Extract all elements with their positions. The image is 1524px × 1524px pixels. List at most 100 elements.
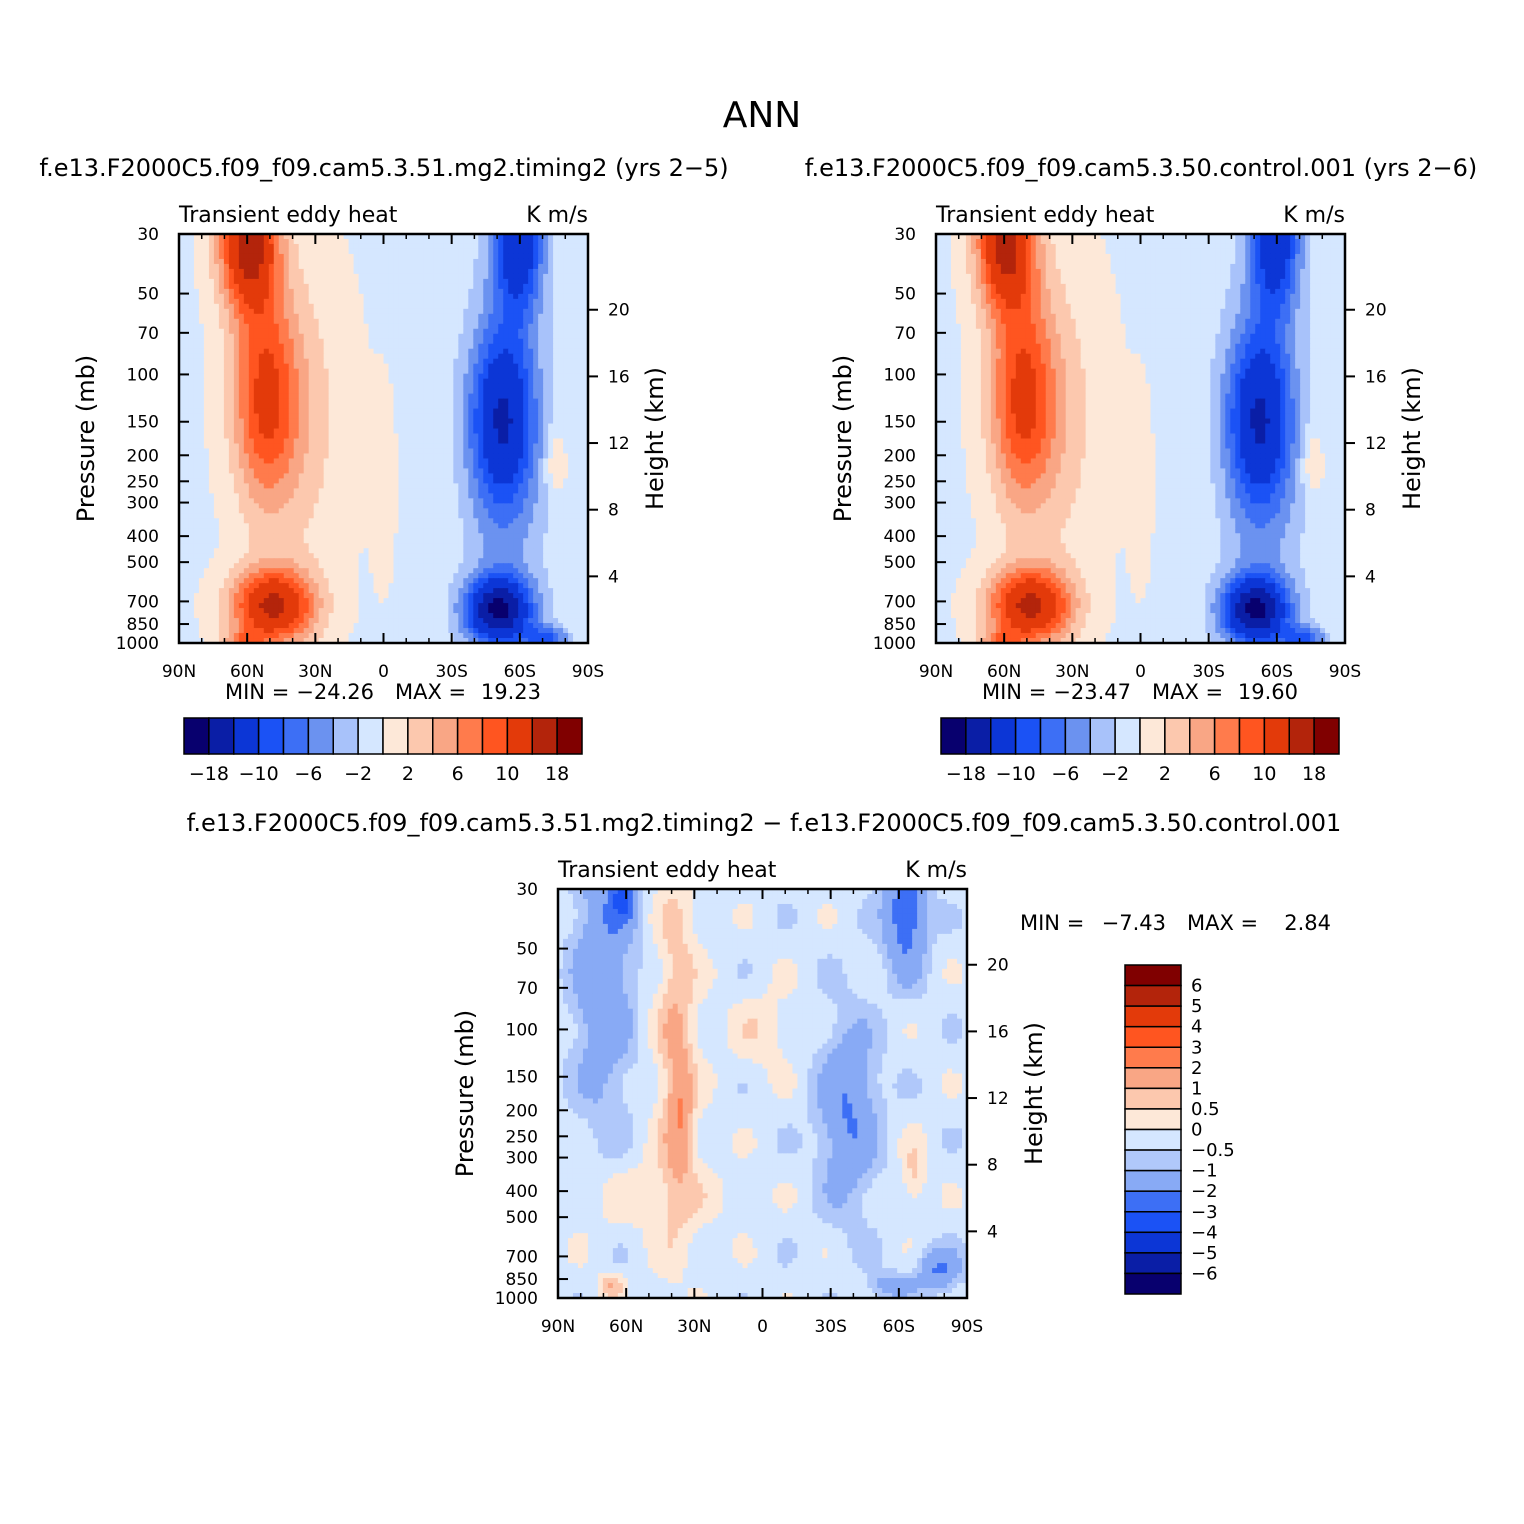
contour-cell [413,353,420,360]
contour-cell [228,303,235,310]
contour-cell [443,408,449,415]
contour-cell [498,234,504,240]
contour-cell [188,238,195,245]
contour-cell [418,483,424,489]
contour-cell [238,323,245,330]
contour-cell [278,413,285,420]
contour-cell [493,438,499,445]
contour-cell [183,234,190,240]
contour-cell [438,473,444,479]
contour-cell [533,518,539,524]
contour-cell [333,353,340,360]
contour-cell [353,438,360,445]
contour-cell [493,363,499,370]
contour-cell [563,318,569,325]
contour-cell [573,408,579,415]
contour-cell [428,303,434,310]
contour-cell [488,368,494,375]
contour-cell [363,333,370,340]
contour-cell [403,418,410,425]
contour-cell [553,468,559,475]
contour-cell [463,508,469,514]
contour-cell [433,298,439,305]
contour-cell [388,368,395,375]
contour-cell [453,234,459,240]
contour-cell [333,238,340,245]
contour-cell [183,288,190,295]
contour-cell [468,523,474,529]
contour-cell [208,408,215,415]
contour-cell [233,423,240,430]
contour-cell [353,273,360,280]
contour-cell [273,503,280,509]
contour-cell [548,498,554,504]
contour-cell [413,243,420,250]
contour-cell [468,368,474,375]
contour-cell [513,478,519,484]
contour-cell [518,463,524,470]
contour-cell [193,363,200,370]
contour-cell [473,428,479,435]
contour-cell [343,263,350,270]
contour-cell [318,313,325,320]
contour-cell [483,528,489,534]
contour-cell [493,248,499,255]
contour-cell [488,478,494,484]
contour-cell [278,393,285,400]
contour-cell [179,368,185,375]
contour-cell [303,338,310,345]
contour-cell [283,518,290,524]
contour-cell [383,353,390,360]
contour-cell [223,498,230,504]
contour-cell [413,293,420,300]
contour-cell [363,478,370,484]
contour-cell [523,518,529,524]
contour-cell [183,263,190,270]
contour-cell [283,413,290,420]
contour-cell [318,378,325,385]
contour-cell [513,238,519,245]
contour-cell [273,303,280,310]
contour-cell [578,418,584,425]
contour-cell [573,273,579,280]
contour-cell [448,288,454,295]
contour-cell [458,278,464,285]
contour-cell [298,533,305,539]
contour-cell [238,283,245,290]
contour-cell [323,523,330,529]
contour-cell [563,398,569,405]
contour-cell [463,238,469,245]
contour-cell [258,378,265,385]
contour-cell [503,433,509,440]
contour-cell [513,408,519,415]
contour-cell [403,313,410,320]
contour-cell [458,318,464,325]
contour-cell [368,323,375,330]
contour-cell [323,448,330,455]
contour-cell [198,298,205,305]
contour-cell [288,303,295,310]
contour-cell [253,263,260,270]
contour-cell [348,498,355,504]
contour-cell [503,378,509,385]
contour-cell [378,263,385,270]
contour-cell [513,258,519,265]
contour-cell [413,428,420,435]
contour-cell [453,358,459,365]
contour-cell [213,413,220,420]
contour-cell [353,278,360,285]
contour-cell [179,483,185,489]
contour-cell [583,278,588,285]
contour-cell [253,418,260,425]
contour-cell [258,283,265,290]
contour-cell [383,383,390,390]
contour-cell [523,493,529,499]
contour-cell [273,268,280,275]
contour-cell [553,238,559,245]
contour-cell [198,388,205,395]
contour-cell [238,523,245,529]
contour-cell [528,248,534,255]
contour-cell [548,488,554,494]
contour-cell [213,368,220,375]
contour-cell [208,428,215,435]
